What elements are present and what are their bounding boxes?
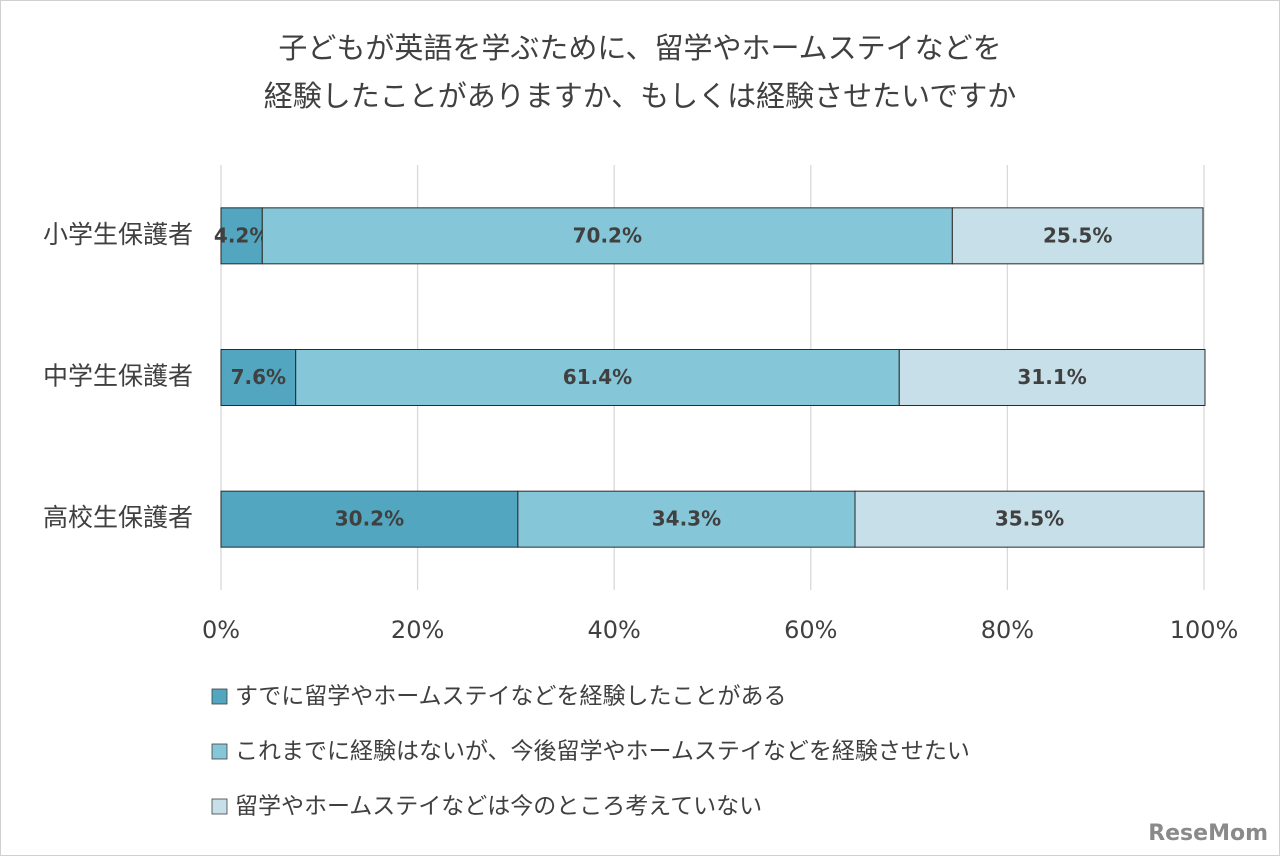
- x-tick-label: 20%: [391, 616, 444, 644]
- data-label: 7.6%: [231, 365, 286, 389]
- x-tick-label: 0%: [202, 616, 240, 644]
- watermark: ReseMom: [1148, 821, 1268, 846]
- bar-segment: [220, 207, 263, 265]
- x-tick-label: 60%: [784, 616, 837, 644]
- chart-title: 子どもが英語を学ぶために、留学やホームステイなどを: [278, 31, 1001, 65]
- legend-swatch: [211, 688, 228, 705]
- bar-segment: [854, 490, 1205, 548]
- y-tick-label: 高校生保護者: [43, 503, 193, 532]
- data-label: 30.2%: [335, 507, 404, 531]
- bar-segment: [220, 490, 519, 548]
- bar-segment: [220, 349, 297, 406]
- legend-label: これまでに経験はないが、今後留学やホームステイなどを経験させたい: [235, 739, 970, 765]
- bar-segment: [898, 349, 1206, 406]
- data-label: 25.5%: [1043, 223, 1112, 247]
- legend-label: 留学やホームステイなどは今のところ考えていない: [235, 794, 762, 820]
- y-tick-label: 小学生保護者: [43, 220, 193, 249]
- data-label: 34.3%: [652, 507, 721, 531]
- data-label: 70.2%: [573, 223, 642, 247]
- data-label: 4.2%: [214, 223, 269, 247]
- data-label: 31.1%: [1017, 365, 1086, 389]
- bar-segment: [295, 349, 900, 406]
- data-label: 35.5%: [995, 507, 1064, 531]
- chart-title: 経験したことがありますか、もしくは経験させたいですか: [264, 79, 1017, 113]
- y-tick-label: 中学生保護者: [43, 362, 193, 391]
- x-tick-label: 40%: [588, 616, 641, 644]
- bar-segment: [517, 490, 856, 548]
- x-tick-label: 100%: [1170, 616, 1239, 644]
- legend-swatch: [211, 743, 228, 760]
- data-label: 61.4%: [563, 365, 632, 389]
- legend-swatch: [211, 798, 228, 815]
- legend-label: すでに留学やホームステイなどを経験したことがある: [235, 684, 787, 710]
- x-tick-label: 80%: [981, 616, 1034, 644]
- bar-segment: [951, 207, 1204, 265]
